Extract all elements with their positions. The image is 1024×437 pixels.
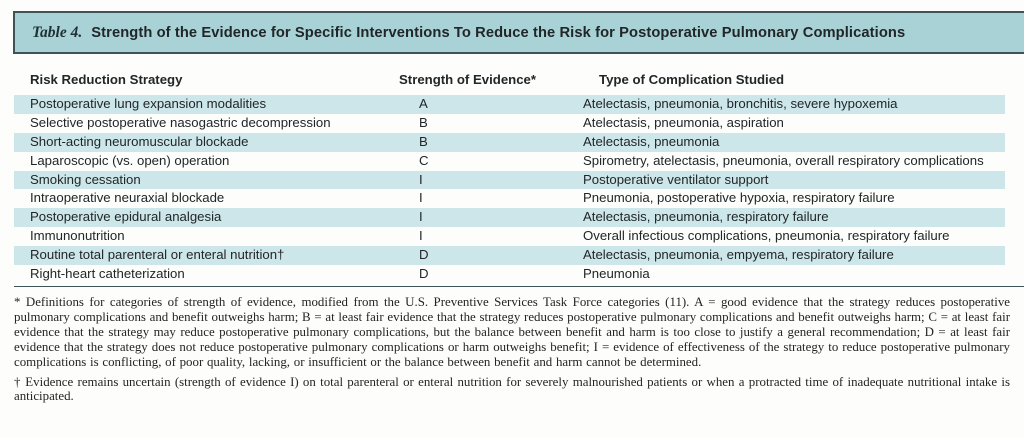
- table-row: Smoking cessation I Postoperative ventil…: [14, 170, 1005, 190]
- column-header-risk-reduction-strategy: Risk Reduction Strategy: [30, 72, 183, 87]
- evidence-cell: C: [419, 152, 429, 168]
- complication-cell: Atelectasis, pneumonia, empyema, respira…: [583, 247, 894, 263]
- table-row: Immunonutrition I Overall infectious com…: [14, 227, 1005, 246]
- table-row: Laparoscopic (vs. open) operation C Spir…: [14, 152, 1005, 171]
- strategy-cell: Intraoperative neuraxial blockade: [30, 190, 225, 206]
- table-title-bar: Table 4. Strength of the Evidence for Sp…: [13, 11, 1024, 54]
- complication-cell: Pneumonia, postoperative hypoxia, respir…: [583, 190, 895, 206]
- evidence-cell: D: [419, 247, 429, 263]
- strategy-cell: Right-heart catheterization: [30, 266, 185, 282]
- complication-cell: Atelectasis, pneumonia: [583, 133, 720, 149]
- complication-cell: Atelectasis, pneumonia, respiratory fail…: [583, 209, 829, 225]
- evidence-cell: A: [419, 96, 428, 111]
- complication-cell: Pneumonia: [583, 266, 650, 282]
- evidence-cell: D: [419, 266, 429, 282]
- complication-cell: Spirometry, atelectasis, pneumonia, over…: [583, 152, 984, 168]
- strategy-cell: Routine total parenteral or enteral nutr…: [30, 247, 285, 263]
- strategy-cell: Laparoscopic (vs. open) operation: [30, 152, 230, 168]
- strategy-cell: Immunonutrition: [30, 228, 125, 244]
- table-row: Short-acting neuromuscular blockade B At…: [14, 132, 1005, 152]
- strategy-cell: Short-acting neuromuscular blockade: [30, 133, 249, 149]
- evidence-cell: I: [419, 171, 423, 187]
- evidence-cell: I: [419, 209, 423, 225]
- complication-cell: Postoperative ventilator support: [583, 171, 769, 187]
- strategy-cell: Smoking cessation: [30, 171, 141, 187]
- evidence-cell: B: [419, 133, 428, 149]
- column-header-strength-of-evidence: Strength of Evidence*: [399, 72, 537, 87]
- table-row: Routine total parenteral or enteral nutr…: [14, 246, 1005, 266]
- footnote-asterisk: * Definitions for categories of strength…: [14, 295, 1010, 369]
- table-number-label: Table 4.: [32, 23, 83, 41]
- table-bottom-rule: [14, 286, 1024, 287]
- column-header-type-of-complication: Type of Complication Studied: [599, 72, 785, 87]
- evidence-cell: I: [419, 190, 423, 206]
- table-footnotes: * Definitions for categories of strength…: [14, 295, 1010, 404]
- complication-cell: Overall infectious complications, pneumo…: [583, 228, 950, 244]
- strategy-cell: Postoperative epidural analgesia: [30, 209, 222, 225]
- table-column-headers: Risk Reduction Strategy Strength of Evid…: [30, 71, 1010, 89]
- table-body: Postoperative lung expansion modalities …: [14, 95, 1005, 284]
- table-row: Postoperative epidural analgesia I Atele…: [14, 208, 1005, 228]
- table-title: Strength of the Evidence for Specific In…: [91, 24, 906, 41]
- table-row: Intraoperative neuraxial blockade I Pneu…: [14, 189, 1005, 208]
- table-row: Postoperative lung expansion modalities …: [14, 95, 1005, 114]
- complication-cell: Atelectasis, pneumonia, aspiration: [583, 114, 784, 130]
- strategy-cell: Postoperative lung expansion modalities: [30, 96, 267, 111]
- table-row: Selective postoperative nasogastric deco…: [14, 114, 1005, 133]
- table-row: Right-heart catheterization D Pneumonia: [14, 265, 1005, 284]
- evidence-cell: I: [419, 228, 423, 244]
- footnote-dagger: † Evidence remains uncertain (strength o…: [14, 374, 1010, 404]
- evidence-cell: B: [419, 114, 428, 130]
- complication-cell: Atelectasis, pneumonia, bronchitis, seve…: [583, 96, 898, 111]
- strategy-cell: Selective postoperative nasogastric deco…: [30, 114, 331, 130]
